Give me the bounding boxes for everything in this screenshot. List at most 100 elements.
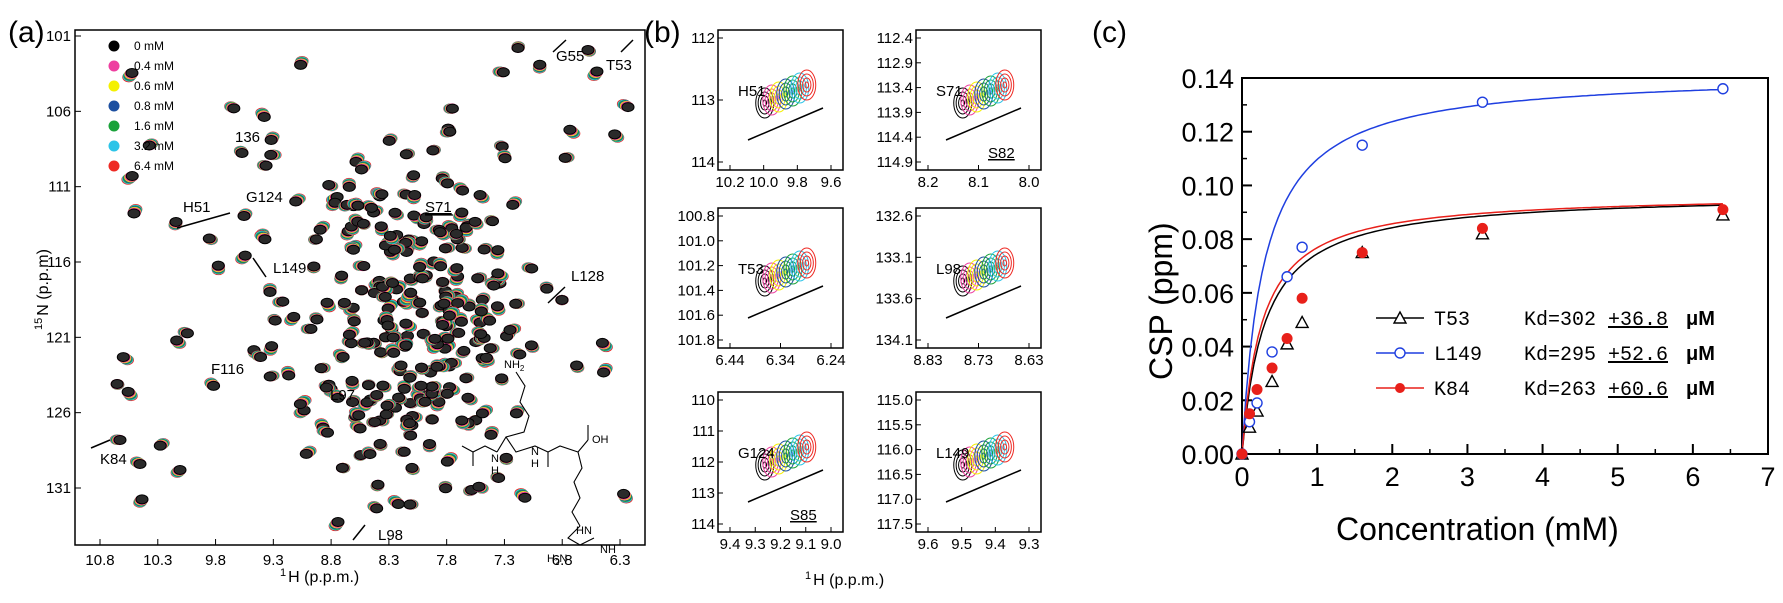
zoom-contour [804,259,810,267]
peak-contour-base [415,307,429,318]
zoom-xtick-label-2-1: 6.34 [766,352,795,369]
peak-contour-base [386,332,400,343]
peak-contour-base [477,244,491,255]
peak-contour-base [413,297,427,308]
zoom-contour [997,251,1012,275]
peak-contour-base [418,396,432,407]
point-k84-7 [1476,222,1488,234]
peak-contour-base [509,408,523,419]
peak [532,59,547,74]
c-ytick-label-5: 0.10 [1181,171,1234,201]
zoom-contour [802,77,812,93]
zoom-ytick-label-3-2: 133.6 [875,291,913,308]
zoom-xtick-label-2-0: 6.44 [715,352,744,369]
peak [381,320,399,333]
peak-contour-base [491,245,505,256]
peak [455,415,470,430]
zoom-xtick-label-3-0: 8.83 [913,352,942,369]
peak-contour-base [495,141,509,152]
chem-label-nh2: NH2 [504,359,525,373]
panel-label-b: (b) [644,16,681,49]
peak [109,434,127,446]
peak-contour-base [293,399,307,410]
peak-contour-base [363,449,377,460]
peak-contour-base [378,291,392,302]
peak [509,298,525,309]
zoom-contour [799,73,814,97]
peak-contour-base [370,503,384,514]
zoom-subpanel-3: 8.83 8.73 8.63 132.6 133.1 133.6 134.1 L98 [875,207,1044,369]
panel-a-xlabel-text: H (p.p.m.) [288,569,359,586]
peak-contour-base [492,472,506,483]
panel-a-spectrum: 0 mM 0.4 mM 0.6 mM 0.8 mM 1.6 mM 3.2 mM 6.4 mM… [33,28,646,586]
panel-b-xlabel-sup: 1 [805,570,811,582]
peak-contour-base [125,67,139,78]
c-legend-err-2: +60.6 [1608,379,1668,402]
peak-contour-base [309,234,323,245]
peak [468,216,484,230]
peak-contour-base [263,287,277,297]
peak [494,373,509,386]
peak-contour-base [450,263,464,274]
peak-label-k84: K84 [100,451,127,468]
peak-contour-base [375,189,389,200]
zoom-contour [802,439,812,455]
peak-contour-base [479,352,493,363]
zoom-trajectory-line-5 [945,469,1022,503]
peak-contour-base [294,59,308,70]
zoom-contour [997,73,1012,97]
leader-l98 [352,524,366,541]
leader-l149 [252,257,267,278]
panel-c-legend: T53 Kd=302 +36.8 μM L149 Kd=295 +52.6 μM K84 Kd=2… [1376,308,1715,402]
peak [170,465,187,478]
zoom-ytick-label-2-5: 101.8 [677,332,715,349]
fit-curve-t53 [1241,204,1723,455]
peak-contour-base [376,380,390,391]
peak [473,190,490,204]
peak [411,380,428,393]
peak-contour-base [563,124,577,135]
peak [272,296,290,308]
peak [121,171,139,185]
peak [581,45,597,57]
c-xtick-label-1: 1 [1310,462,1325,492]
zoom-trajectory-line-2 [747,285,824,319]
peak-contour-base [415,236,429,247]
chem-h2n-sub: 2 [555,558,560,567]
peak-contour-base [335,270,349,281]
zoom-contour [797,247,817,279]
zoom-subpanel-4: 9.4 9.3 9.2 9.1 9.0 110 111 112 113 114 G124 S85 [691,391,844,553]
point-l149-4 [1281,271,1293,283]
c-legend-unit-1: μM [1686,343,1715,365]
zoom-xtick-label-0-0: 10.2 [715,174,744,191]
a-ytick-label-2: 111 [48,179,71,196]
panel-c-binding-curves: 0 1 2 3 4 5 6 7 0.00 0.02 0.04 0.06 0.08 0.10 0.12 0.14… [1143,64,1776,547]
peak-contour-base [437,298,451,309]
a-ytick-label-3: 116 [47,254,71,271]
peak-contour-base [540,283,554,294]
peak-contour-base [289,196,303,207]
peak [319,382,336,394]
zoom-contour [960,446,980,478]
zoom-ytick-label-3-1: 133.1 [875,249,913,266]
c-legend-kd-2: Kd=263 [1524,379,1596,402]
peak-contour-base [441,333,455,344]
peak [471,326,488,340]
peak-contour-base [416,273,430,284]
peak [451,293,469,309]
peak [235,250,252,265]
a-xtick-label-0: 10.8 [85,552,114,569]
legend-label-6: 6.4 mM [134,159,174,173]
peak [313,220,331,235]
zoom-contour [776,78,796,110]
peak-contour-base [345,375,359,386]
peak-contour-base [374,347,388,358]
peak-contour-base [513,349,527,360]
peak [361,200,378,213]
peak-contour-base [135,494,149,505]
zoom-ytick-label-1-4: 114.4 [877,129,913,146]
peak-contour-base [355,285,369,296]
peak [459,372,475,384]
a-ytick-label-6: 131 [46,480,71,497]
